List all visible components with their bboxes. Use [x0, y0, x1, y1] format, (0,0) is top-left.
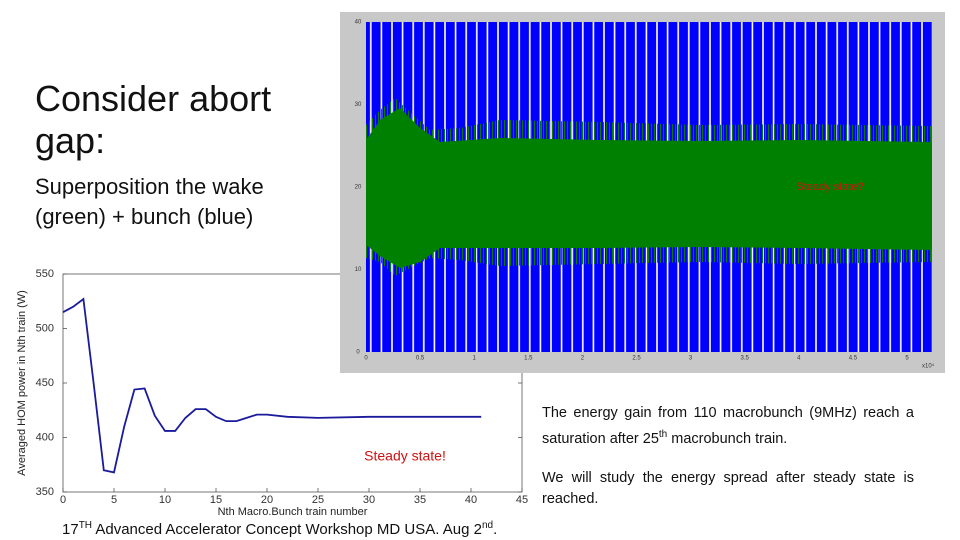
text: 17	[62, 521, 79, 538]
y-tick-label: 350	[36, 486, 54, 498]
inset-x-tick-label: 4	[797, 356, 801, 362]
wake-band	[366, 108, 932, 268]
y-axis-label: Averaged HOM power in Nth train (W)	[16, 290, 28, 476]
inset-x-tick-label: 1	[473, 356, 477, 362]
inset-y-tick-label: 0	[356, 350, 360, 356]
text: Advanced Accelerator Concept Workshop MD…	[92, 521, 482, 538]
footer: 17TH Advanced Accelerator Concept Worksh…	[62, 520, 497, 538]
y-tick-label: 500	[36, 322, 54, 334]
inset-x-tick-label: 0.5	[416, 356, 425, 362]
text: .	[493, 521, 498, 538]
x-tick-label: 0	[60, 494, 66, 506]
y-tick-label: 400	[36, 431, 54, 443]
inset-x-tick-label: 2.5	[632, 356, 641, 362]
subtitle: Superposition the wake (green) + bunch (…	[35, 174, 264, 229]
paragraph: We will study the energy spread after st…	[542, 470, 914, 507]
inset-multiplier: x10⁴	[922, 363, 935, 370]
inset-y-tick-label: 30	[355, 102, 362, 108]
inset-x-tick-label: 4.5	[849, 356, 858, 362]
x-tick-label: 15	[210, 494, 222, 506]
x-tick-label: 5	[111, 494, 117, 506]
x-tick-label: 20	[261, 494, 273, 506]
paragraph: The energy gain from 110 macrobunch (9MH…	[542, 403, 914, 450]
superscript: th	[658, 429, 668, 440]
x-tick-label: 45	[516, 494, 528, 506]
inset-image: Steady state? x10⁴ 40 30 20 10 00 0.5 1 1.5 2 2.5…	[340, 12, 945, 373]
inset-x-tick-label: 5	[905, 356, 909, 362]
title: Consider abort gap:	[35, 78, 272, 161]
inset-x-tick-label: 2	[581, 356, 585, 362]
inset-y-tick-label: 40	[355, 20, 362, 26]
line	[62, 297, 482, 474]
y-tick-label: 550	[36, 268, 54, 280]
inset-x-tick-label: 3	[689, 356, 693, 362]
inset-x-tick-label: 0	[364, 356, 368, 362]
x-tick-label: 30	[363, 494, 375, 506]
x-tick-label: 35	[414, 494, 426, 506]
inset-x-tick-label: 1.5	[524, 356, 533, 362]
inset-annotation: Steady state?	[796, 181, 863, 193]
x-tick-label: 25	[312, 494, 324, 506]
inset-x-tick-label: 3.5	[741, 356, 750, 362]
superscript: nd	[481, 520, 494, 531]
x-tick-label: 40	[465, 494, 477, 506]
inset-y-tick-label: 10	[355, 267, 362, 273]
inset-y-tick-label: 20	[355, 185, 362, 191]
annotation: Steady state!	[364, 448, 446, 464]
text: The energy gain from 110 macrobunch (9MH…	[542, 405, 914, 447]
text: macrobunch train.	[667, 430, 788, 447]
y-tick-label: 450	[36, 377, 54, 389]
superscript: TH	[78, 520, 93, 531]
x-axis-label: Nth Macro.Bunch train number	[218, 506, 368, 518]
x-tick-label: 10	[159, 494, 171, 506]
